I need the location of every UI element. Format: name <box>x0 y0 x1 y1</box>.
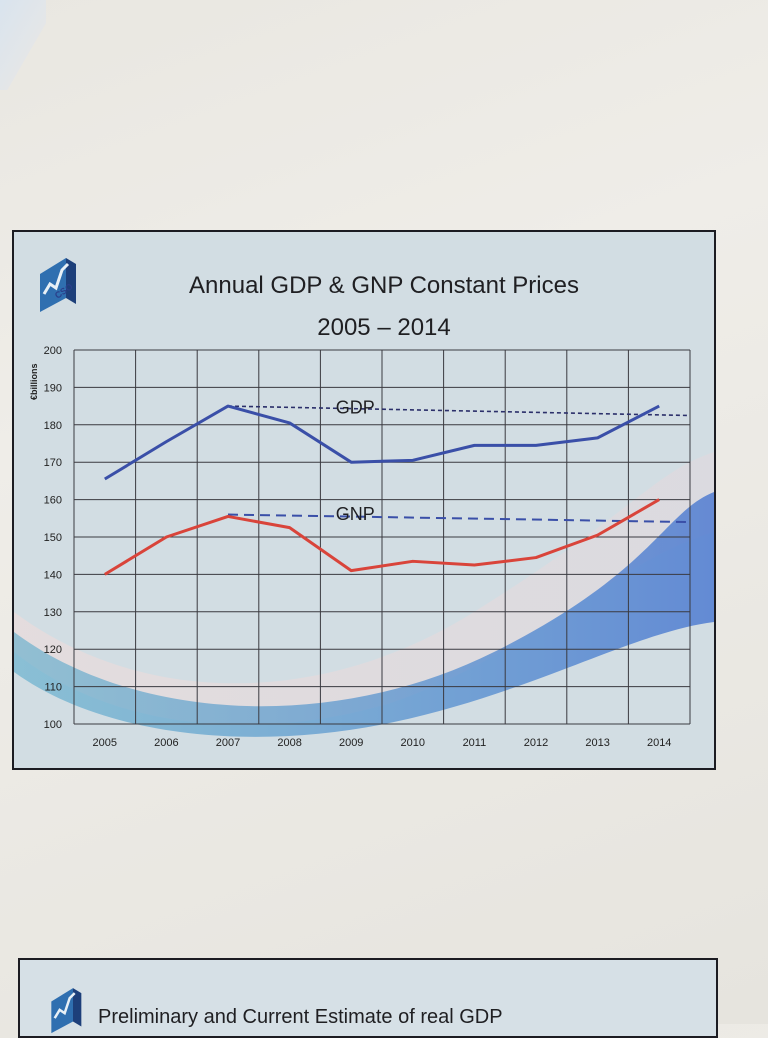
series-line-gdp <box>104 404 660 481</box>
y-tick-label: 190 <box>44 382 62 394</box>
y-tick-label: 100 <box>44 719 62 731</box>
y-tick-label: 140 <box>44 569 62 581</box>
x-tick-label: 2009 <box>339 737 363 749</box>
series-labels: GDP GNP <box>336 398 375 525</box>
next-slide: Preliminary and Current Estimate of real… <box>18 958 718 1038</box>
y-tick-label: 150 <box>44 532 62 544</box>
y-tick-label: 180 <box>44 420 62 432</box>
y-tick-label: 120 <box>44 644 62 656</box>
series-label-gnp: GNP <box>336 504 375 524</box>
reference-line-gdp <box>227 405 687 417</box>
x-tick-label: 2005 <box>93 737 117 749</box>
chart-slide: 100 110 120 130 140 150 160 170 180 190 200 2005 20… <box>12 230 716 770</box>
chart-title-line1: Annual GDP & GNP Constant Prices <box>189 272 579 299</box>
x-tick-label: 2010 <box>401 737 425 749</box>
x-axis-ticks: 2005 2006 2007 2008 2009 2010 2011 2012 2013 2014 <box>93 737 672 749</box>
reference-line-gnp <box>227 513 687 524</box>
x-tick-label: 2006 <box>154 737 178 749</box>
cso-logo-icon-2 <box>51 988 82 1034</box>
series-line-gnp <box>104 498 660 576</box>
cso-logo-icon <box>40 258 76 312</box>
y-tick-label: 170 <box>44 457 62 469</box>
x-tick-label: 2011 <box>463 737 487 749</box>
next-slide-title: Preliminary and Current Estimate of real… <box>98 1006 503 1028</box>
paper-edge <box>0 0 46 90</box>
reference-lines <box>227 405 687 524</box>
x-tick-label: 2014 <box>647 737 671 749</box>
chart-title-line2: 2005 – 2014 <box>317 314 451 341</box>
chart-grid <box>73 349 691 725</box>
x-tick-label: 2008 <box>277 737 301 749</box>
background-swoosh <box>14 452 714 737</box>
x-tick-label: 2013 <box>585 737 609 749</box>
y-tick-label: 160 <box>44 495 62 507</box>
y-axis-label: €billions <box>29 363 39 400</box>
chart-series <box>104 404 660 576</box>
y-tick-label: 130 <box>44 607 62 619</box>
x-tick-label: 2012 <box>524 737 548 749</box>
y-axis-ticks: 100 110 120 130 140 150 160 170 180 190 200 <box>44 345 62 731</box>
y-tick-label: 200 <box>44 345 62 357</box>
x-tick-label: 2007 <box>216 737 240 749</box>
y-tick-label: 110 <box>44 682 62 694</box>
series-label-gdp: GDP <box>336 398 375 418</box>
